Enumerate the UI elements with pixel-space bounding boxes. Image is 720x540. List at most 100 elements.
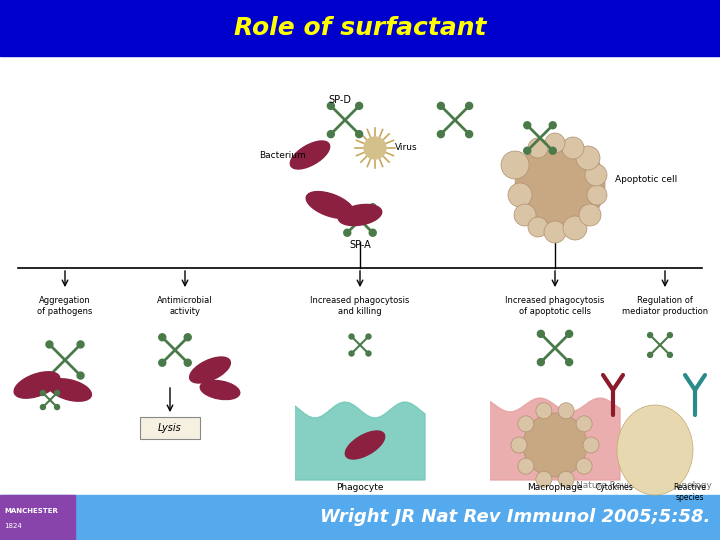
- Circle shape: [369, 204, 377, 211]
- Circle shape: [369, 229, 377, 236]
- Circle shape: [77, 341, 84, 348]
- Circle shape: [563, 216, 587, 240]
- Bar: [0, 495, 75, 540]
- Ellipse shape: [290, 141, 330, 169]
- Circle shape: [40, 404, 45, 409]
- Circle shape: [576, 458, 592, 474]
- Circle shape: [576, 416, 592, 432]
- PathPatch shape: [295, 402, 425, 480]
- Circle shape: [77, 372, 84, 379]
- Circle shape: [159, 359, 166, 366]
- Ellipse shape: [48, 379, 91, 401]
- Text: Apoptotic cell: Apoptotic cell: [615, 176, 678, 185]
- Circle shape: [343, 204, 351, 211]
- Circle shape: [544, 221, 566, 243]
- Circle shape: [518, 416, 534, 432]
- Circle shape: [515, 140, 605, 230]
- Circle shape: [558, 471, 574, 487]
- Bar: [0, 56, 720, 495]
- Circle shape: [40, 390, 45, 395]
- Text: SP-D: SP-D: [328, 95, 351, 105]
- Circle shape: [55, 404, 60, 409]
- Circle shape: [576, 146, 600, 170]
- Circle shape: [566, 330, 572, 338]
- Ellipse shape: [617, 405, 693, 495]
- Circle shape: [328, 131, 334, 138]
- Ellipse shape: [189, 357, 230, 383]
- Circle shape: [523, 122, 531, 129]
- Circle shape: [583, 437, 599, 453]
- Circle shape: [356, 131, 363, 138]
- Circle shape: [667, 333, 672, 338]
- Circle shape: [528, 138, 548, 158]
- Circle shape: [466, 131, 472, 138]
- Circle shape: [549, 147, 557, 154]
- Circle shape: [647, 333, 652, 338]
- Circle shape: [366, 334, 371, 339]
- Text: Bacterium: Bacterium: [258, 151, 305, 159]
- Text: Phagocyte: Phagocyte: [336, 483, 384, 492]
- Circle shape: [366, 351, 371, 356]
- Circle shape: [647, 353, 652, 357]
- Circle shape: [558, 403, 574, 418]
- Text: Lysis: Lysis: [158, 423, 182, 433]
- Circle shape: [349, 334, 354, 339]
- Text: Virus: Virus: [395, 144, 418, 152]
- Circle shape: [537, 359, 544, 366]
- Circle shape: [528, 217, 548, 237]
- Circle shape: [501, 151, 529, 179]
- Circle shape: [184, 359, 192, 366]
- Circle shape: [549, 122, 557, 129]
- Circle shape: [523, 147, 531, 154]
- Circle shape: [587, 185, 607, 205]
- Circle shape: [667, 353, 672, 357]
- Circle shape: [466, 103, 472, 110]
- Circle shape: [437, 131, 444, 138]
- Circle shape: [537, 330, 544, 338]
- Text: Increased phagocytosis
of apoptotic cells: Increased phagocytosis of apoptotic cell…: [505, 296, 605, 316]
- Circle shape: [437, 103, 444, 110]
- Text: Aggregation
of pathogens: Aggregation of pathogens: [37, 296, 93, 316]
- Text: Role of surfactant: Role of surfactant: [234, 16, 486, 40]
- Text: Increased phagocytosis
and killing: Increased phagocytosis and killing: [310, 296, 410, 316]
- Ellipse shape: [346, 431, 384, 459]
- PathPatch shape: [490, 398, 620, 480]
- Circle shape: [184, 334, 192, 341]
- Text: Macrophage: Macrophage: [527, 483, 582, 492]
- Ellipse shape: [306, 192, 354, 218]
- Circle shape: [46, 372, 53, 379]
- Circle shape: [566, 359, 572, 366]
- Circle shape: [46, 341, 53, 348]
- Text: Nature Reviews | Immunology: Nature Reviews | Immunology: [576, 481, 712, 490]
- Circle shape: [343, 229, 351, 236]
- Text: SP-A: SP-A: [349, 240, 371, 250]
- Circle shape: [55, 390, 60, 395]
- Circle shape: [356, 103, 363, 110]
- Bar: [140, 417, 200, 439]
- Text: Cytokines: Cytokines: [596, 483, 634, 492]
- Circle shape: [536, 471, 552, 487]
- Ellipse shape: [200, 381, 240, 400]
- Bar: [0, 495, 720, 540]
- Text: 1824: 1824: [4, 523, 22, 530]
- Text: Wright JR Nat Rev Immunol 2005;5:58.: Wright JR Nat Rev Immunol 2005;5:58.: [320, 509, 710, 526]
- Ellipse shape: [14, 372, 60, 398]
- Circle shape: [511, 437, 527, 453]
- Text: MANCHESTER: MANCHESTER: [4, 508, 58, 514]
- Circle shape: [508, 183, 532, 207]
- Text: Antimicrobial
activity: Antimicrobial activity: [157, 296, 213, 316]
- Circle shape: [562, 137, 584, 159]
- Circle shape: [518, 458, 534, 474]
- Circle shape: [523, 413, 587, 477]
- Circle shape: [364, 137, 386, 159]
- Circle shape: [328, 103, 334, 110]
- Text: Reactive
species: Reactive species: [673, 483, 706, 502]
- Circle shape: [349, 351, 354, 356]
- Ellipse shape: [338, 205, 382, 226]
- Circle shape: [585, 164, 607, 186]
- Circle shape: [579, 204, 601, 226]
- Circle shape: [545, 133, 565, 153]
- Circle shape: [159, 334, 166, 341]
- Bar: [0, 0, 720, 56]
- Circle shape: [514, 204, 536, 226]
